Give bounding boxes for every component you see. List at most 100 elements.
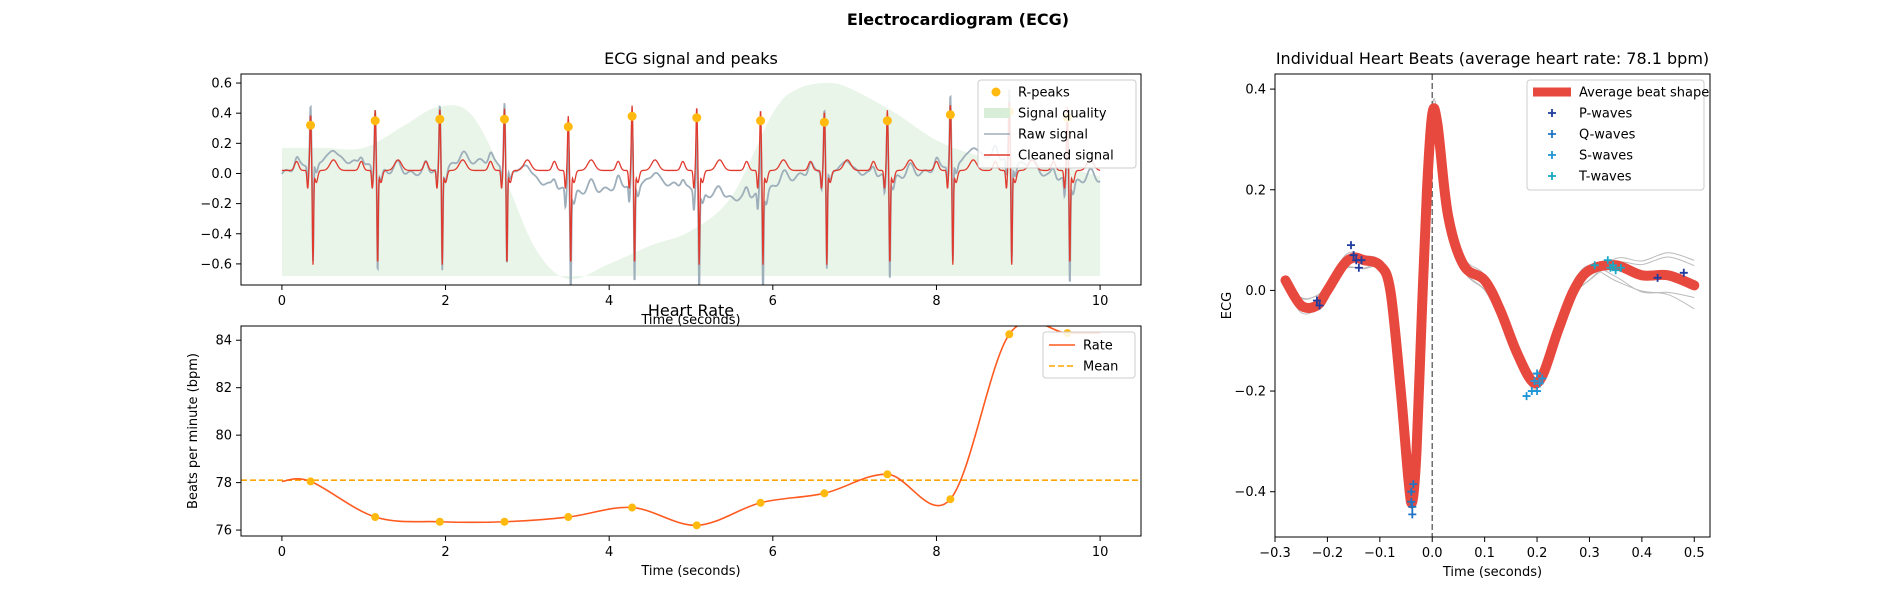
ecg-title: ECG signal and peaks [604, 49, 778, 68]
ecg-signal-axes: 0 2 4 6 8 10 −0.6 −0.4 −0.2 0.0 0.2 0.4 0.6 Time (sec… [200, 49, 1142, 328]
beats-legend: Average beat shape P-waves Q-waves S-waves T… [1526, 79, 1709, 191]
ecg-ytick-label: −0.6 [200, 257, 232, 272]
beats-xtick-label: 0.0 [1422, 546, 1443, 561]
t-waves-marker [1609, 261, 1618, 270]
legend-marker-signal-quality [984, 108, 1010, 118]
t-waves-marker [1611, 266, 1620, 275]
ecg-xtick-label: 2 [441, 294, 449, 309]
beats-xtick-label: 0.5 [1684, 546, 1705, 561]
heart-rate-axes: 0 2 4 6 8 10 76 78 80 82 84 Time (seconds) Beats per… [186, 301, 1142, 579]
rate-frame [240, 325, 1142, 537]
cleaned-signal-line [281, 102, 1101, 265]
beats-xtick-label: 0.3 [1579, 546, 1600, 561]
r-peak-point [882, 116, 892, 126]
heart-rate-point [500, 517, 509, 526]
beats-xtick-label: −0.1 [1364, 546, 1396, 561]
ecg-ytick-label: 0.0 [211, 167, 232, 182]
heart-rate-point [756, 498, 765, 507]
ecg-legend-label: Cleaned signal [1018, 149, 1114, 164]
q-waves-marker [1408, 510, 1417, 519]
rate-xlabel: Time (seconds) [640, 564, 740, 579]
beats-legend-label: S-waves [1579, 149, 1633, 164]
signal-quality-area [281, 83, 1101, 280]
t-waves-marker [1590, 261, 1599, 270]
ecg-legend-label: Raw signal [1018, 128, 1088, 143]
r-peak-point [627, 111, 637, 121]
rate-xtick-label: 4 [605, 545, 613, 560]
p-waves-marker [1346, 241, 1355, 250]
beats-ytick-label: −0.2 [1234, 385, 1266, 400]
rate-ytick-label: 84 [215, 334, 232, 349]
raw-signal-line [281, 88, 1101, 285]
ecg-legend: R-peaks Signal quality Raw signal Cleaned s… [977, 79, 1137, 169]
r-peak-point [756, 116, 766, 126]
beats-legend-label: P-waves [1579, 107, 1633, 122]
beats-frame [1274, 73, 1711, 538]
rate-ylabel: Beats per minute (bpm) [186, 353, 201, 509]
beats-legend-label: Average beat shape [1579, 86, 1709, 101]
r-peak-point [370, 116, 380, 126]
ecg-plot-area [281, 83, 1101, 285]
figure-title: Electrocardiogram (ECG) [847, 10, 1069, 29]
beats-legend-box [1526, 79, 1705, 191]
rate-legend-box [1042, 331, 1136, 379]
ecg-ytick-label: 0.2 [211, 137, 232, 152]
legend-marker-cross [1548, 151, 1556, 159]
rate-xtick-label: 10 [1092, 545, 1109, 560]
beats-ytick-label: −0.4 [1234, 485, 1266, 500]
r-peak-point [819, 117, 829, 127]
rate-xtick-label: 0 [278, 545, 286, 560]
heart-rate-point [564, 513, 573, 522]
beats-ytick-label: 0.4 [1245, 83, 1266, 98]
heart-rate-point [371, 513, 380, 522]
beats-title: Individual Heart Beats (average heart ra… [1276, 49, 1709, 68]
p-waves-marker [1679, 268, 1688, 277]
t-waves-marker [1603, 256, 1612, 265]
heart-beats-axes: −0.3 −0.2 −0.1 0.0 0.1 0.2 0.3 0.4 0.5 −0.4 −0.2 0.… [1220, 49, 1711, 580]
legend-marker-cross [1548, 109, 1556, 117]
heart-rate-point [628, 503, 637, 512]
rate-title: Heart Rate [648, 301, 734, 320]
beats-xlabel: Time (seconds) [1442, 565, 1542, 580]
ecg-xtick-label: 0 [278, 294, 286, 309]
heart-rate-point [306, 477, 315, 486]
ecg-ytick-label: 0.6 [211, 77, 232, 92]
p-waves-marker [1315, 301, 1324, 310]
r-peak-point [692, 113, 702, 123]
rate-xtick-label: 2 [441, 545, 449, 560]
r-peak-point [945, 110, 955, 120]
heart-rate-point [820, 489, 829, 498]
beats-plot-area [1280, 74, 1700, 537]
p-waves-marker [1354, 263, 1363, 272]
ecg-ytick-label: −0.2 [200, 197, 232, 212]
s-waves-marker [1538, 374, 1547, 383]
ecg-ytick-label: −0.4 [200, 227, 232, 242]
q-waves-marker [1407, 487, 1416, 496]
beats-xtick-label: −0.2 [1312, 546, 1344, 561]
beats-xtick-label: 0.1 [1474, 546, 1495, 561]
legend-marker-cross [1548, 130, 1556, 138]
ecg-legend-label: R-peaks [1018, 86, 1070, 101]
p-waves-marker [1357, 256, 1366, 265]
ecg-frame [240, 73, 1142, 286]
q-waves-marker [1407, 497, 1416, 506]
beats-xtick-label: 0.2 [1527, 546, 1548, 561]
rate-ytick-label: 80 [215, 429, 232, 444]
ecg-xtick-label: 10 [1092, 294, 1109, 309]
legend-marker-cross [1548, 172, 1556, 180]
s-waves-marker [1535, 379, 1544, 388]
heart-rate-point [435, 517, 444, 526]
r-peak-point [563, 122, 573, 132]
ecg-ytick-label: 0.4 [211, 107, 232, 122]
beats-xtick-label: 0.4 [1632, 546, 1653, 561]
beats-ytick-label: 0.2 [1245, 183, 1266, 198]
beats-legend-label: T-waves [1578, 170, 1632, 185]
rate-plot-area [241, 326, 1141, 530]
r-peak-point [435, 114, 445, 124]
t-waves-marker [1616, 263, 1625, 272]
r-peak-point [499, 114, 509, 124]
ecg-xtick-label: 4 [605, 294, 613, 309]
p-waves-marker [1349, 251, 1358, 260]
rate-xtick-label: 6 [769, 545, 777, 560]
s-waves-marker [1533, 369, 1542, 378]
